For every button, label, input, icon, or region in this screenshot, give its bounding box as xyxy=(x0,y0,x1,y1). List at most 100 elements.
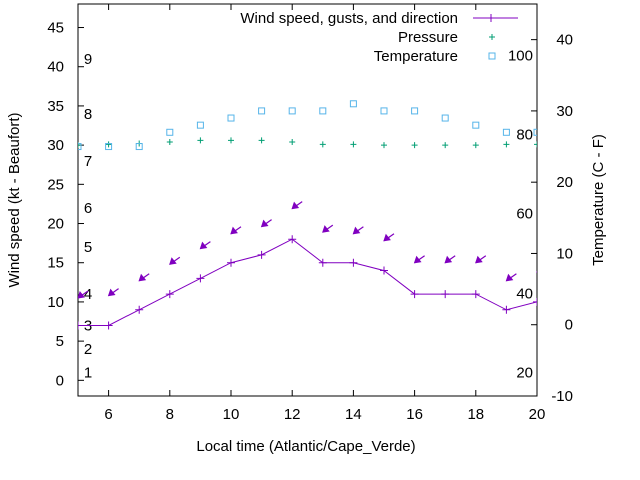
wind-arrow-head xyxy=(413,255,422,264)
wind-direction-arrow xyxy=(475,255,487,264)
temperature-point xyxy=(196,121,204,129)
temperature-point xyxy=(502,128,510,136)
wind-direction-arrow xyxy=(138,273,150,282)
plot-border xyxy=(77,3,538,397)
pressure-point xyxy=(78,142,81,149)
wind-speed-point xyxy=(533,297,537,306)
legend-label-pressure: Pressure xyxy=(398,29,458,46)
wind-arrow-head xyxy=(444,255,453,264)
wind-arrow-head xyxy=(169,257,177,265)
beaufort-label: 9 xyxy=(84,51,92,68)
pressure-point xyxy=(228,137,234,144)
temperature-point xyxy=(78,143,82,151)
x-axis-label: Local time (Atlantic/Cape_Verde) xyxy=(196,438,415,455)
x-tick-label: 10 xyxy=(223,406,240,423)
y-tick-label: 35 xyxy=(47,98,64,115)
beaufort-label: 6 xyxy=(84,200,92,217)
axis-ticks: 6 8 10 12 14 16 18 20051015202530354045-1001020… xyxy=(47,4,573,423)
y2-tick-label: 20 xyxy=(556,174,573,191)
wind-arrow-head xyxy=(536,270,537,273)
temperature-point xyxy=(227,114,235,122)
y-tick-label: 40 xyxy=(47,59,64,76)
beaufort-label: 8 xyxy=(84,106,92,123)
y2-tick-label: 40 xyxy=(556,32,573,49)
wind-speed-point xyxy=(471,290,480,299)
pressure-point xyxy=(258,137,265,144)
x-tick-label: 18 xyxy=(467,406,484,423)
chart-frame xyxy=(77,3,538,397)
wind-arrow-head xyxy=(260,219,269,228)
fahrenheit-scale: 20 40 60 80 100 xyxy=(508,47,533,381)
wind-speed-point xyxy=(196,274,205,283)
temperature-point xyxy=(441,114,449,122)
pressure-point xyxy=(105,141,112,148)
wind-arrow-head xyxy=(505,273,514,282)
wind-arrow-head xyxy=(199,241,208,250)
fahrenheit-label: 20 xyxy=(516,364,533,381)
y-tick-label: 25 xyxy=(47,176,64,193)
y-tick-label: 10 xyxy=(47,294,64,311)
wind-direction-arrow xyxy=(199,241,211,250)
wind-direction-arrow xyxy=(444,255,456,264)
wind-direction-arrow xyxy=(260,219,272,228)
y-tick-label: 15 xyxy=(47,255,64,272)
x-tick-label: 16 xyxy=(406,406,423,423)
wind-arrow-shaft xyxy=(536,271,537,273)
wind-speed-point xyxy=(227,258,235,267)
wind-direction-arrow xyxy=(291,201,303,210)
x-tick-label: 8 xyxy=(166,406,174,423)
legend-label-wind: Wind speed, gusts, and direction xyxy=(240,10,458,27)
pressure-point xyxy=(381,142,387,149)
x-tick-label: 20 xyxy=(529,406,546,423)
wind-direction-arrow xyxy=(322,224,334,233)
wind-speed-point xyxy=(349,258,358,267)
wind-direction-arrow xyxy=(169,256,181,265)
y2-axis-label: Temperature (C - F) xyxy=(590,134,607,266)
wind-speed-point xyxy=(288,235,297,244)
wind-speed-point xyxy=(380,266,388,275)
temperature-point xyxy=(319,107,327,115)
wind-speed-point xyxy=(135,305,144,314)
wind-speed-point xyxy=(318,258,327,267)
pressure-point xyxy=(197,137,204,144)
y-tick-label: 20 xyxy=(47,216,64,233)
wind-direction-arrow xyxy=(107,288,119,297)
pressure-point xyxy=(411,142,418,149)
pressure-point xyxy=(534,141,537,148)
wind-direction-arrow xyxy=(383,233,395,242)
y2-tick-label: 0 xyxy=(565,317,573,334)
wind-speed-point xyxy=(502,305,511,314)
wind-arrow-head xyxy=(107,288,116,297)
wind-speed-point xyxy=(257,250,266,259)
y-tick-label: 45 xyxy=(47,20,64,37)
temperature-point xyxy=(349,100,357,108)
x-tick-label: 6 xyxy=(104,406,112,423)
beaufort-label: 7 xyxy=(84,153,92,170)
wind-speed-point xyxy=(441,290,450,299)
temperature-point xyxy=(166,128,174,136)
pressure-point xyxy=(350,141,357,148)
fahrenheit-label: 40 xyxy=(516,285,533,302)
temperature-point xyxy=(135,143,143,151)
legend-swatch-temperature xyxy=(488,52,496,60)
wind-direction-arrow xyxy=(78,290,89,299)
wind-direction-arrow xyxy=(230,226,242,235)
wind-arrow-head xyxy=(230,226,238,235)
y2-tick-label: 30 xyxy=(556,103,573,120)
wind-arrow-head xyxy=(383,233,391,242)
pressure-point xyxy=(503,141,510,148)
temperature-point xyxy=(472,121,480,129)
wind-direction-arrow xyxy=(413,255,425,264)
legend-label-temperature: Temperature xyxy=(374,48,458,65)
wind-arrow-head xyxy=(138,273,147,282)
wind-speed-point xyxy=(104,321,113,330)
wind-direction-arrow xyxy=(505,273,517,282)
wind-arrow-head xyxy=(78,290,85,299)
temperature-point xyxy=(411,107,419,115)
wind-arrow-head xyxy=(352,226,361,235)
wind-direction-arrow xyxy=(536,270,537,273)
wind-speed-point xyxy=(78,321,82,330)
temperature-point xyxy=(105,143,113,151)
wind-speed-point xyxy=(165,290,174,299)
wind-speed-point xyxy=(410,290,419,299)
